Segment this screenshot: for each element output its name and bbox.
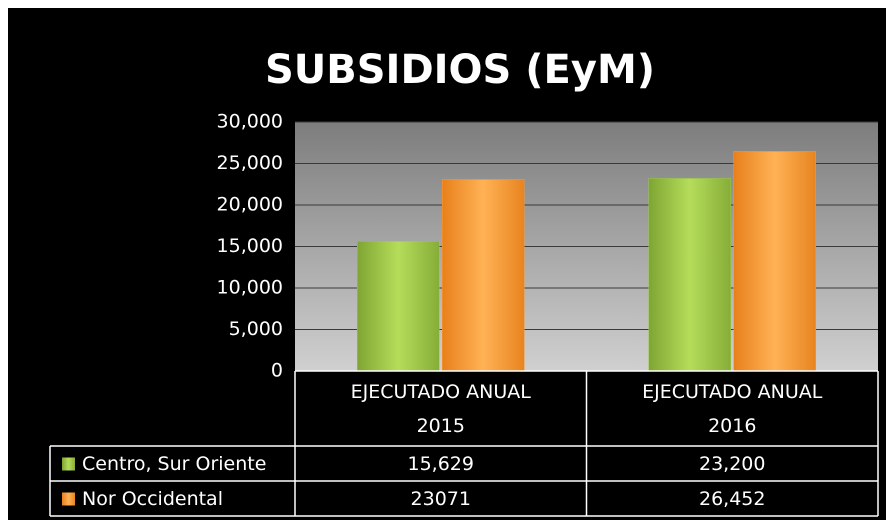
legend-label: Centro, Sur Oriente [82,453,266,475]
chart-title: SUBSIDIOS (EyM) [265,47,655,93]
y-tick-label: 20,000 [217,194,283,216]
y-tick-label: 25,000 [217,152,283,174]
y-tick-label: 15,000 [217,235,283,257]
legend-swatch [62,492,75,506]
y-tick-label: 5,000 [229,318,283,340]
data-label: 26,452 [699,488,765,510]
data-label: 23071 [411,488,471,510]
category-cell: EJECUTADO ANUAL 2015 [350,381,531,437]
category-cell: EJECUTADO ANUAL 2016 [642,381,823,437]
bar [648,178,731,372]
legend-label: Nor Occidental [82,488,223,510]
x-tick-label: EJECUTADO ANUAL 2016 [642,381,823,437]
x-tick-label: EJECUTADO ANUAL 2015 [350,381,531,437]
bar [733,151,816,372]
bar [442,179,525,372]
y-tick-label: 10,000 [217,277,283,299]
legend-swatch [62,457,75,471]
bar [357,241,440,372]
data-label: 23,200 [699,453,765,475]
y-tick-label: 0 [271,360,283,382]
data-label: 15,629 [408,453,474,475]
y-tick-label: 30,000 [217,111,283,133]
